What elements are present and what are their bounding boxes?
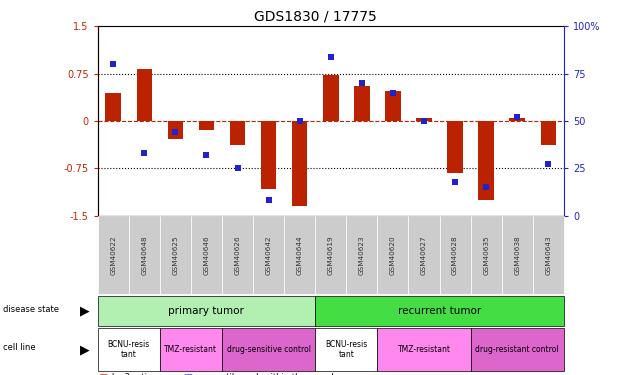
Bar — [292, 121, 307, 206]
Text: GSM40635: GSM40635 — [483, 235, 489, 275]
Text: drug-sensitive control: drug-sensitive control — [227, 345, 311, 354]
Bar — [230, 121, 245, 145]
Text: GSM40643: GSM40643 — [546, 235, 551, 275]
Text: percentile rank within the sample: percentile rank within the sample — [197, 373, 338, 375]
Bar — [168, 121, 183, 139]
Text: GSM40622: GSM40622 — [110, 235, 116, 275]
Bar — [541, 121, 556, 145]
Text: GSM40648: GSM40648 — [141, 235, 147, 275]
Text: primary tumor: primary tumor — [168, 306, 244, 316]
Text: GSM40623: GSM40623 — [359, 235, 365, 275]
Text: GDS1830 / 17775: GDS1830 / 17775 — [254, 9, 376, 23]
Bar — [198, 121, 214, 130]
Text: TMZ-resistant: TMZ-resistant — [164, 345, 217, 354]
Text: BCNU-resis
tant: BCNU-resis tant — [325, 340, 367, 359]
Text: cell line: cell line — [3, 344, 36, 352]
Bar — [261, 121, 277, 189]
Text: ▶: ▶ — [80, 305, 90, 318]
Bar — [447, 121, 463, 173]
Bar — [105, 93, 121, 121]
Text: drug-resistant control: drug-resistant control — [476, 345, 559, 354]
Text: GSM40625: GSM40625 — [173, 235, 178, 275]
Bar — [323, 75, 338, 121]
Text: ■: ■ — [98, 373, 107, 375]
Text: BCNU-resis
tant: BCNU-resis tant — [108, 340, 150, 359]
Bar — [478, 121, 494, 200]
Text: disease state: disease state — [3, 305, 59, 314]
Bar — [510, 118, 525, 121]
Bar — [416, 118, 432, 121]
Text: GSM40644: GSM40644 — [297, 235, 302, 275]
Bar — [385, 91, 401, 121]
Text: GSM40619: GSM40619 — [328, 235, 334, 275]
Text: log2 ratio: log2 ratio — [112, 373, 152, 375]
Text: GSM40626: GSM40626 — [234, 235, 241, 275]
Text: GSM40620: GSM40620 — [390, 235, 396, 275]
Text: GSM40627: GSM40627 — [421, 235, 427, 275]
Text: GSM40638: GSM40638 — [514, 235, 520, 275]
Text: ■: ■ — [183, 373, 192, 375]
Text: GSM40646: GSM40646 — [203, 235, 209, 275]
Text: recurrent tumor: recurrent tumor — [398, 306, 481, 316]
Bar — [137, 69, 152, 121]
Bar — [354, 86, 370, 121]
Text: TMZ-resistant: TMZ-resistant — [398, 345, 450, 354]
Text: GSM40642: GSM40642 — [266, 235, 272, 275]
Text: ▶: ▶ — [80, 343, 90, 356]
Text: GSM40628: GSM40628 — [452, 235, 458, 275]
